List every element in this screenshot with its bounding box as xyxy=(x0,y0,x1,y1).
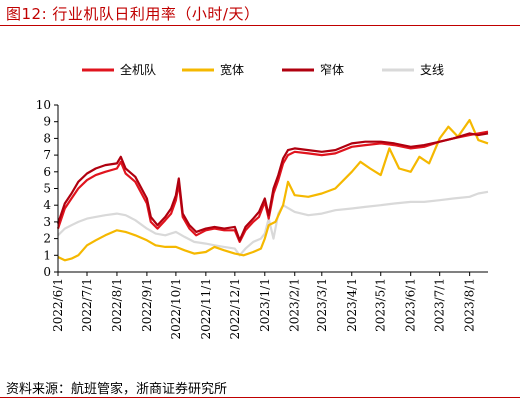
x-tick-label: 2022/9/1 xyxy=(140,278,154,332)
series-line-1 xyxy=(57,118,489,262)
legend-label-3: 支线 xyxy=(420,63,444,77)
y-tick-label: 5 xyxy=(43,182,51,196)
figure-title: 图12: 行业机队日利用率（小时/天） xyxy=(6,5,260,23)
y-tick-label: 7 xyxy=(43,148,51,162)
legend-label-1: 宽体 xyxy=(220,62,244,77)
y-tick-label: 8 xyxy=(43,131,51,145)
x-tick-label: 2023/2/1 xyxy=(288,278,302,332)
series-line-3 xyxy=(57,190,489,257)
source-note: 资料来源：航班管家，浙商证券研究所 xyxy=(6,382,228,397)
y-tick-label: 9 xyxy=(43,115,51,129)
series-layer xyxy=(56,118,489,262)
x-tick-label: 2023/3/1 xyxy=(315,278,329,332)
y-tick-label: 6 xyxy=(43,165,51,179)
x-tick-label: 2022/11/1 xyxy=(199,278,213,340)
series-line-2 xyxy=(56,132,489,242)
chart-axes: 0 1 2 3 4 5 6 7 8 9 10 2022/6/1 2022/7/1 2022/8/1 2022… xyxy=(36,98,488,340)
x-tick-label: 2023/8/1 xyxy=(463,278,477,332)
x-tick-label: 2022/12/1 xyxy=(228,278,242,340)
x-tick-label: 2023/1/1 xyxy=(258,278,272,332)
y-tick-label: 1 xyxy=(43,248,51,262)
x-tick-label: 2022/10/1 xyxy=(169,278,183,340)
y-tick-label: 0 xyxy=(43,265,51,279)
x-tick-label: 2022/6/1 xyxy=(51,278,65,332)
title-divider xyxy=(0,25,520,26)
x-tick-label: 2022/8/1 xyxy=(110,278,124,332)
x-tick-label: 2023/6/1 xyxy=(404,278,418,332)
x-tick-label: 2022/7/1 xyxy=(80,278,94,332)
chart-legend: 全机队 宽体 窄体 支线 xyxy=(82,62,444,77)
legend-label-0: 全机队 xyxy=(120,62,156,77)
footer-divider xyxy=(0,397,520,398)
x-tick-label: 2023/7/1 xyxy=(433,278,447,332)
x-tick-label: 2023/5/1 xyxy=(374,278,388,332)
y-tick-label: 10 xyxy=(36,98,51,112)
legend-label-2: 窄体 xyxy=(320,62,344,77)
y-tick-label: 4 xyxy=(43,198,51,212)
x-tick-label: 2023/4/1 xyxy=(345,278,359,332)
y-tick-label: 3 xyxy=(43,215,51,229)
y-tick-label: 2 xyxy=(43,232,51,246)
